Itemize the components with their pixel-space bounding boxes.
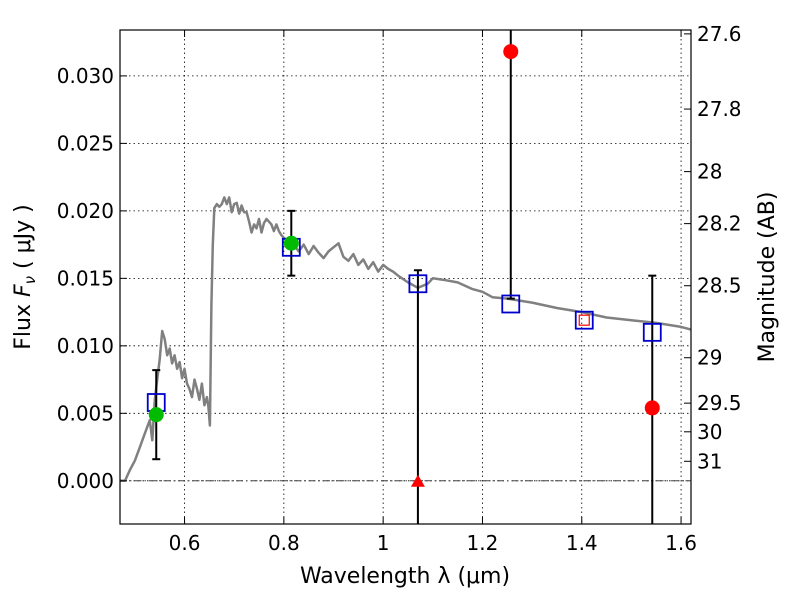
x-tick-label-3: 1.2: [467, 531, 499, 555]
grid-lines: [120, 30, 691, 524]
mag-tick-label-1: 27.8: [697, 97, 742, 121]
y-axis-label-subscript: ν: [21, 276, 39, 284]
y-tick-label-6: 0.030: [57, 64, 114, 88]
model-square-4: [574, 310, 594, 330]
mag-tick-label-7: 30: [697, 420, 722, 444]
y-tick-label-2: 0.010: [57, 334, 114, 358]
mag-tick-label-8: 31: [697, 449, 722, 473]
model-squares-group: [146, 237, 662, 412]
detection-marker-0: [148, 407, 164, 423]
mag-tick-label-5: 29: [697, 346, 722, 370]
x-tick-label-4: 1.4: [566, 531, 598, 555]
sed-curve: [120, 196, 692, 483]
model-square-5: [642, 322, 662, 342]
y-axis-label-unit: ( μJy ): [11, 204, 36, 276]
ticks-group: [120, 30, 691, 524]
model-square-2: [408, 274, 428, 294]
mag-tick-label-4: 28.5: [697, 274, 742, 298]
upper-limit-triangle-2: [410, 474, 425, 487]
y-axis-label: Flux Fν ( μJy ): [11, 204, 39, 349]
y-tick-label-4: 0.020: [57, 199, 114, 223]
plot-background: [120, 30, 691, 524]
y-axis-label-prefix: Flux: [11, 297, 36, 350]
y-tick-label-3: 0.015: [57, 266, 114, 290]
x-tick-label-2: 1: [377, 531, 390, 555]
y-axis-label-symbol: F: [11, 284, 36, 297]
y-tick-label-5: 0.025: [57, 131, 114, 155]
plot-frame: [119, 29, 692, 525]
x-tick-label-5: 1.6: [665, 531, 697, 555]
mag-tick-label-6: 29.5: [697, 391, 742, 415]
observations-group: [148, 44, 660, 487]
detection-marker-1: [283, 235, 299, 251]
mag-tick-label-2: 28: [697, 160, 722, 184]
y-tick-label-0: 0.000: [57, 469, 114, 493]
x-tick-labels: 0.6 0.8 1 1.2 1.4 1.6: [169, 531, 697, 555]
x-tick-label-1: 0.8: [268, 531, 300, 555]
model-square-3: [501, 294, 521, 314]
mag-tick-label-3: 28.2: [697, 212, 742, 236]
magnitude-axis-label: Magnitude (AB): [755, 192, 780, 363]
sed-curve-group: [120, 196, 692, 483]
y-tick-labels: 0.000 0.005 0.010 0.015 0.020 0.025 0.030: [57, 64, 114, 493]
upper-limit-marker-5: [644, 400, 660, 416]
upper-limit-small-4: [578, 314, 590, 326]
magnitude-tick-labels: 27.6 27.8 28 28.2 28.5 29 29.5 30 31: [697, 22, 742, 473]
x-tick-label-0: 0.6: [169, 531, 201, 555]
y-tick-label-1: 0.005: [57, 401, 114, 425]
upper-limit-marker-3: [503, 44, 519, 60]
mag-tick-label-0: 27.6: [697, 22, 742, 46]
x-axis-label: Wavelength λ (μm): [300, 564, 510, 589]
